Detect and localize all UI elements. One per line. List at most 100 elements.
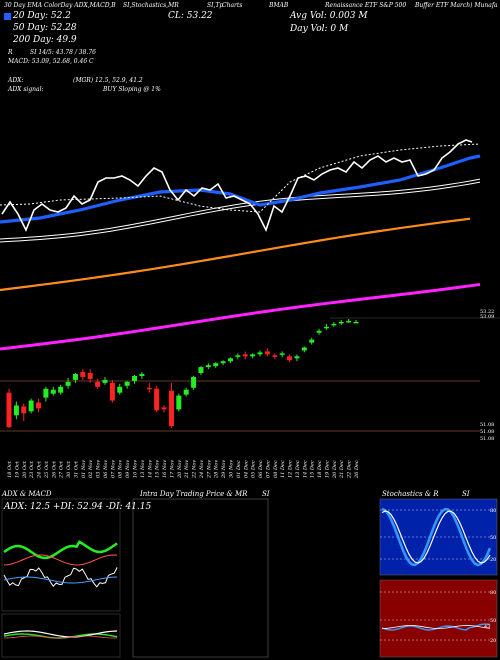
ma50-line xyxy=(0,181,481,243)
date-tick-label: 05 Dec xyxy=(251,460,257,478)
candlestick xyxy=(117,383,123,395)
macd-label: MACD: 53.09, 52.68, 0.46 C xyxy=(8,58,94,65)
date-tick-label: 21 Dec xyxy=(339,460,345,479)
candlestick xyxy=(279,351,285,358)
candle-body xyxy=(6,392,12,428)
ma20-swatch xyxy=(4,13,11,20)
candlestick xyxy=(28,398,34,414)
candle-body xyxy=(213,363,219,367)
candlestick xyxy=(205,363,211,370)
adx-signal-line xyxy=(3,576,118,584)
date-tick-label: 17 Nov xyxy=(169,460,175,478)
date-tick-label: 25 Oct xyxy=(44,460,50,479)
date-tick-label: 15 Nov xyxy=(155,460,161,478)
ma200-line xyxy=(0,217,471,292)
candle-body xyxy=(338,321,344,324)
close-label: CL: 53.22 xyxy=(168,11,213,21)
candlestick xyxy=(6,388,12,429)
candle-body xyxy=(242,354,248,357)
date-tick-label: 30 Nov xyxy=(228,460,234,478)
candle-body xyxy=(272,355,278,357)
candlestick xyxy=(198,366,204,375)
plus-di-line xyxy=(3,540,118,560)
header-text: 30 Day EMA xyxy=(4,2,43,9)
date-tick-label: 19 Oct xyxy=(14,460,20,478)
date-tick-label: 20 Dec xyxy=(332,460,338,479)
si-value-label: 43 xyxy=(484,624,490,630)
candlestick xyxy=(87,369,93,383)
date-tick-label: 31 Oct xyxy=(73,460,79,478)
date-axis: 18 Oct 19 Oct 20 Oct 23 Oct 24 Oct 25 Oct 26 O… xyxy=(7,460,360,479)
candle-body xyxy=(323,326,329,329)
stoch-k-line xyxy=(381,507,492,567)
candle-body xyxy=(65,381,71,386)
moving-average-lines xyxy=(0,139,481,351)
candle-body xyxy=(95,381,101,387)
candle-body xyxy=(109,382,115,401)
date-tick-label: 26 Oct xyxy=(51,460,57,479)
date-tick-label: 02 Nov xyxy=(88,460,94,478)
stoch-d-line xyxy=(381,510,491,564)
date-tick-label: 15 Dec xyxy=(310,460,316,478)
date-tick-label: 08 Dec xyxy=(273,460,279,478)
candle-body xyxy=(301,347,307,351)
candle-body xyxy=(117,386,123,393)
adx-line xyxy=(3,567,118,588)
stoch-tick-label: 50 xyxy=(490,535,496,541)
candle-body xyxy=(227,358,233,362)
candle-body xyxy=(235,355,241,357)
date-tick-label: 18 Oct xyxy=(7,460,13,478)
candlestick xyxy=(323,323,329,330)
candlesticks xyxy=(6,318,359,429)
header-text: ColorDay ADX,MACD,B xyxy=(44,2,116,9)
header-text: Charts xyxy=(222,2,243,9)
date-tick-label: 28 Nov xyxy=(214,460,220,479)
candle-body xyxy=(43,388,49,398)
candlestick xyxy=(36,398,42,413)
candle-body xyxy=(87,373,93,379)
candle-body xyxy=(154,388,160,411)
candle-body xyxy=(353,321,359,324)
candlestick xyxy=(72,373,78,383)
price-trace-line xyxy=(1,139,473,233)
candle-body xyxy=(28,400,34,412)
si-panel xyxy=(379,579,498,658)
candle-body xyxy=(50,389,56,394)
candlestick xyxy=(331,321,337,327)
price-label: 53.22 xyxy=(480,309,494,315)
candle-body xyxy=(139,374,145,376)
date-tick-label: 01 Nov xyxy=(81,460,87,478)
stoch-tick-label: 80 xyxy=(490,508,496,514)
adx-signal-label: ADX signal: xyxy=(8,86,44,93)
candlestick xyxy=(168,382,174,429)
day-vol-label: Day Vol: 0 M xyxy=(290,24,349,34)
indicator-panels: 80 50 20 80 50 20 43 xyxy=(1,498,498,658)
date-tick-label: 24 Nov xyxy=(199,460,205,479)
candlestick xyxy=(146,382,152,393)
si-signal-line xyxy=(381,625,491,629)
si-tick-label: 20 xyxy=(490,638,496,644)
candle-body xyxy=(132,375,138,381)
candlestick xyxy=(183,387,189,397)
date-tick-label: 19 Dec xyxy=(324,460,330,478)
date-tick-label: 26 Dec xyxy=(354,460,360,479)
candle-body xyxy=(316,330,322,333)
candlestick xyxy=(353,319,359,324)
candle-body xyxy=(58,386,64,393)
candle-body xyxy=(124,381,130,386)
candlestick xyxy=(250,353,256,359)
candle-body xyxy=(146,387,152,390)
candlestick xyxy=(213,362,219,369)
avg-vol-label: Avg Vol: 0.003 M xyxy=(290,11,368,21)
candlestick xyxy=(95,378,101,389)
ma50-label: 50 Day: 52.28 xyxy=(13,23,77,33)
date-tick-label: 10 Nov xyxy=(133,460,139,478)
date-tick-label: 22 Nov xyxy=(192,460,198,479)
candle-body xyxy=(183,389,189,395)
date-tick-label: 06 Dec xyxy=(258,460,264,478)
candlestick xyxy=(58,384,64,395)
candle-body xyxy=(168,390,174,427)
candle-body xyxy=(191,376,197,388)
candle-body xyxy=(264,351,270,355)
